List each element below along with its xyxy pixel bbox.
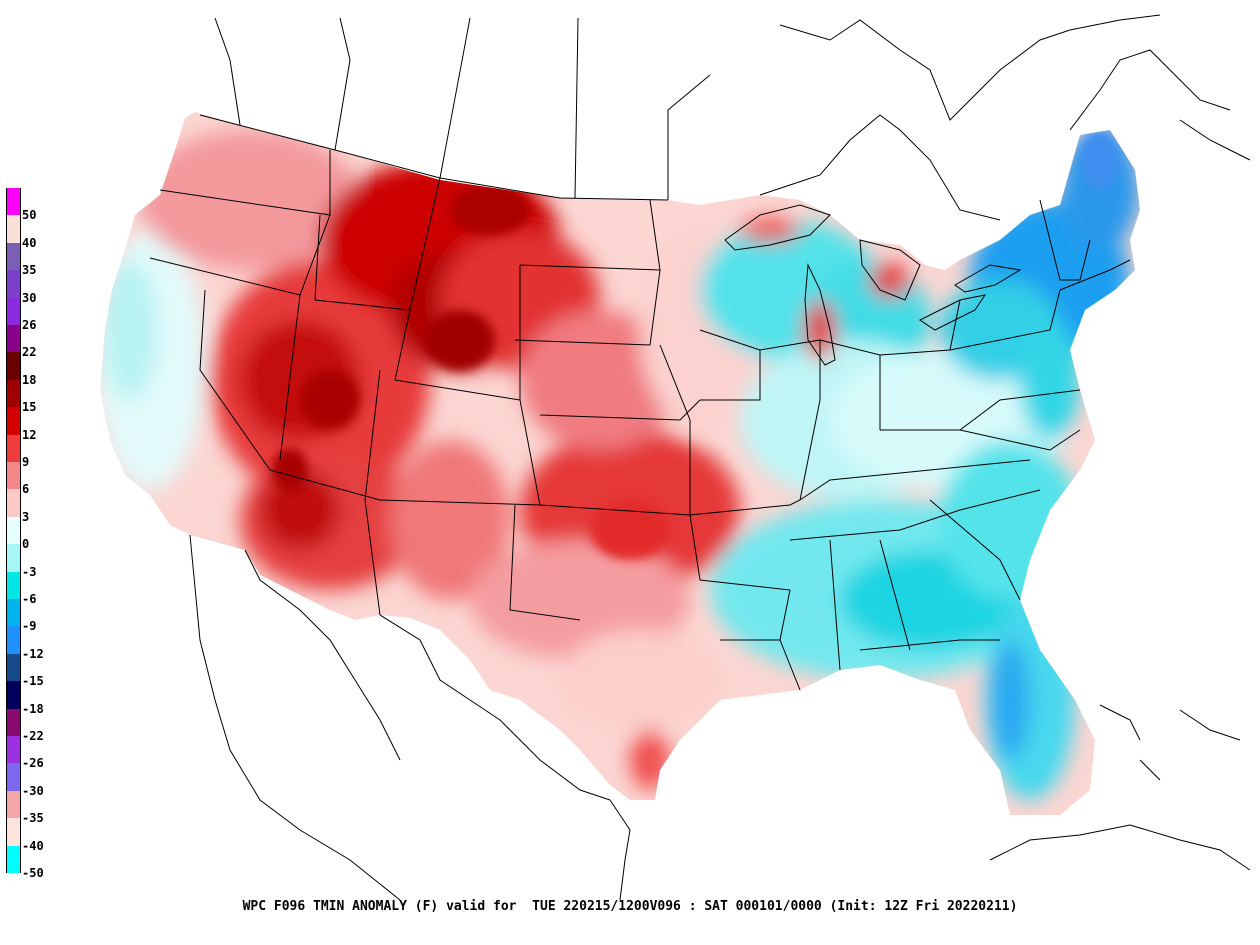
legend-swatch: [6, 352, 21, 380]
legend-label: -15: [22, 674, 44, 689]
legend-swatch: [6, 242, 21, 271]
legend-label: -30: [22, 783, 44, 798]
legend-swatch: [6, 516, 21, 545]
legend-label: -6: [22, 592, 37, 606]
legend-swatch: [6, 379, 21, 408]
legend-label: 12: [22, 427, 37, 442]
legend-label: -9: [22, 619, 37, 634]
legend-label: -22: [22, 729, 44, 743]
legend-label: 35: [22, 263, 37, 278]
legend-swatch: [6, 571, 21, 599]
great-lakes: [724, 204, 1022, 366]
legend-swatch: [6, 544, 21, 572]
legend-swatch: [6, 626, 21, 654]
legend-swatch: [6, 599, 21, 627]
legend-label: -3: [22, 564, 37, 579]
legend-label: -40: [22, 838, 44, 853]
legend-swatch: [6, 489, 21, 517]
legend-swatch: [6, 407, 21, 435]
state-boundaries: [149, 14, 1251, 901]
legend-label: 18: [22, 372, 37, 387]
legend-label: -12: [22, 646, 44, 661]
legend-swatch: [6, 325, 21, 353]
legend-label: 3: [22, 509, 30, 524]
legend-label: 0: [22, 537, 30, 552]
legend-label: 6: [22, 482, 30, 497]
legend-swatch: [6, 708, 21, 736]
legend-label: 22: [22, 345, 37, 360]
legend-swatch: [6, 215, 21, 243]
legend-label: 26: [22, 318, 37, 332]
legend-swatch: [6, 763, 21, 791]
legend-swatch: [6, 270, 21, 298]
legend-swatch: [6, 297, 21, 325]
legend-swatch: [6, 434, 21, 462]
legend-label: -50: [22, 866, 44, 880]
legend-swatch: [6, 790, 21, 819]
legend-label: -18: [22, 701, 44, 716]
legend-swatch: [6, 462, 21, 490]
legend-label: -26: [22, 756, 44, 771]
legend-label: 9: [22, 455, 30, 469]
legend-label: 40: [22, 235, 37, 250]
legend-swatch: [6, 845, 21, 873]
legend-label: 50: [22, 208, 37, 223]
legend-label: 15: [22, 400, 37, 415]
legend-swatch: [6, 188, 21, 216]
legend-label: 30: [22, 290, 37, 305]
legend-swatch: [6, 736, 21, 764]
legend-swatch: [6, 818, 21, 846]
legend-swatch: [6, 653, 21, 682]
legend-label: -35: [22, 811, 44, 826]
legend-swatch: [6, 681, 21, 709]
map-caption: WPC F096 TMIN ANOMALY (F) valid for TUE …: [242, 899, 1018, 914]
